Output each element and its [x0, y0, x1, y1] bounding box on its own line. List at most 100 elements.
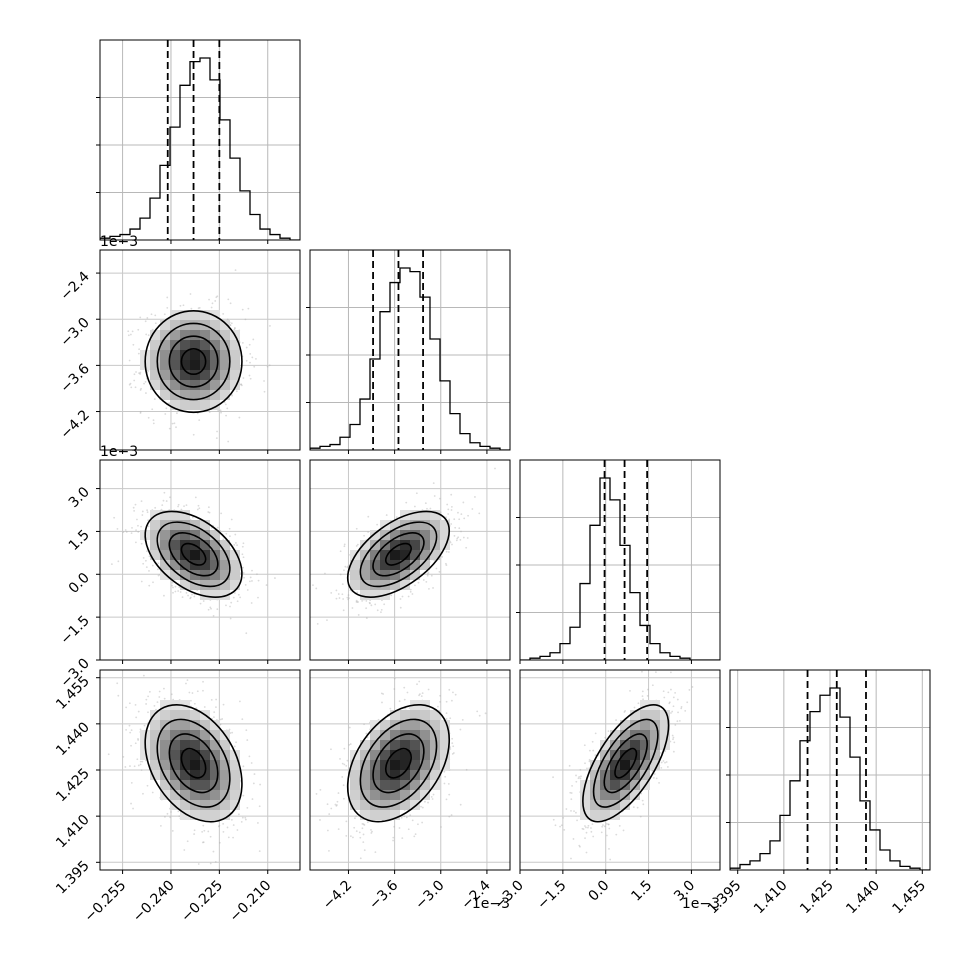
density-block [170, 320, 180, 330]
scatter-point [137, 530, 140, 533]
density-block [210, 360, 220, 370]
scatter-point [413, 835, 416, 838]
scatter-point [181, 596, 184, 598]
scatter-point [162, 499, 165, 502]
density-block [380, 520, 390, 530]
density-block [390, 530, 400, 540]
scatter-point [398, 827, 401, 829]
scatter-point [128, 702, 131, 705]
scatter-point [235, 878, 237, 880]
scatter-point [225, 604, 227, 607]
scatter-point [172, 591, 174, 594]
scatter-point [171, 422, 174, 425]
scatter-point [140, 769, 143, 772]
scatter-point [202, 600, 205, 602]
density-block [360, 810, 370, 820]
scatter-point [454, 526, 457, 529]
scatter-point [168, 427, 171, 430]
scatter-point [349, 835, 352, 838]
scatter-point [219, 723, 222, 726]
scatter-point [129, 382, 132, 385]
density-block [360, 550, 370, 560]
scatter-point [426, 574, 429, 577]
scatter-point [245, 729, 248, 732]
density-block [220, 360, 230, 370]
contour-line [180, 747, 207, 779]
scatter-point [452, 691, 454, 694]
scatter-point [451, 742, 454, 745]
panel-frame [99, 249, 301, 451]
density-block [180, 770, 190, 780]
scatter-point [152, 419, 155, 422]
scatter-point [222, 830, 225, 833]
scatter-point [367, 515, 370, 518]
scatter-point [189, 596, 192, 599]
density-block [160, 750, 170, 760]
scatter-point [251, 569, 253, 572]
scatter-point [356, 591, 359, 594]
scatter-point [457, 536, 460, 539]
density-block [220, 740, 230, 750]
density-block [420, 520, 430, 530]
density-block [350, 780, 360, 790]
scatter-point [183, 849, 186, 851]
density-block [170, 560, 180, 570]
scatter-point [157, 574, 160, 577]
scatter-point [324, 572, 326, 575]
scatter-point [220, 512, 223, 515]
density-block [200, 340, 210, 350]
density-panel-3-1 [309, 669, 511, 874]
density-block [180, 330, 190, 340]
scatter-point [129, 333, 132, 336]
density-block [170, 510, 180, 520]
scatter-point [216, 526, 219, 529]
density-block [210, 570, 220, 580]
scatter-point [190, 307, 193, 310]
scatter-point [137, 738, 139, 740]
scatter-point [319, 788, 322, 791]
scatter-point [445, 798, 448, 801]
scatter-point [151, 408, 154, 411]
scatter-point [385, 514, 388, 516]
scatter-point [343, 763, 346, 766]
scatter-point [458, 527, 461, 530]
density-block [160, 360, 170, 370]
density-block [190, 730, 200, 740]
density-block [430, 520, 440, 530]
density-block [170, 550, 180, 560]
scatter-point [245, 359, 248, 362]
density-block [220, 370, 230, 380]
density-block [150, 540, 160, 550]
density-block [390, 550, 400, 560]
scatter-point [147, 334, 150, 337]
scatter-point [203, 706, 206, 708]
scatter-point [146, 550, 148, 553]
scatter-point [255, 358, 257, 360]
scatter-point [171, 584, 173, 587]
scatter-point [453, 535, 456, 537]
scatter-point [136, 518, 138, 521]
density-block [210, 380, 220, 390]
scatter-point [227, 836, 230, 839]
density-block [400, 540, 410, 550]
contour-line [144, 309, 243, 414]
scatter-point [207, 608, 210, 611]
scatter-point [246, 739, 249, 741]
scatter-point [125, 729, 127, 731]
scatter-point [326, 803, 329, 806]
scatter-point [242, 556, 245, 559]
scatter-point [476, 710, 479, 713]
scatter-point [107, 753, 110, 756]
scatter-point [335, 589, 338, 592]
scatter-point [202, 680, 204, 683]
scatter-point [246, 806, 249, 809]
scatter-point [143, 724, 146, 727]
scatter-point [258, 805, 261, 808]
scatter-point [337, 593, 340, 595]
density-block [360, 570, 370, 580]
scatter-point [428, 587, 430, 590]
scatter-point [249, 353, 252, 355]
scatter-point [233, 327, 236, 330]
scatter-point [248, 580, 251, 583]
scatter-point [140, 525, 142, 528]
